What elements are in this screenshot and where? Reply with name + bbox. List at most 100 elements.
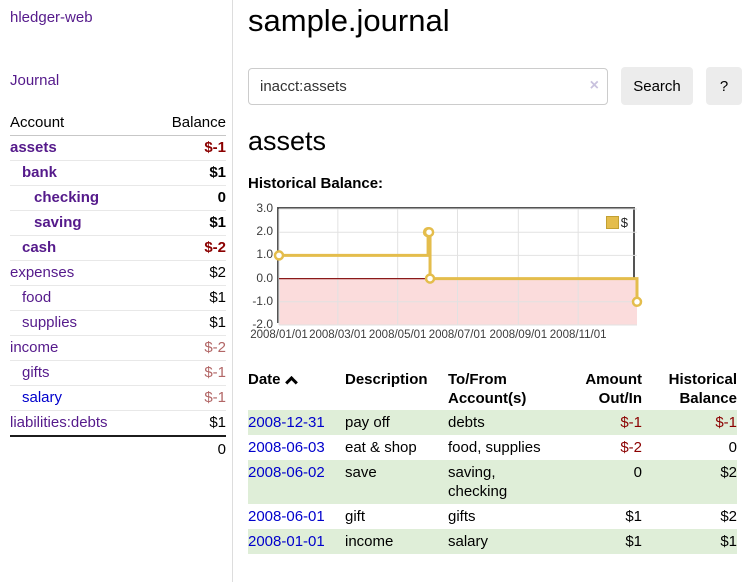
sidebar-item-journal[interactable]: Journal: [10, 72, 60, 89]
accounts-table-header: Account Balance: [10, 112, 226, 136]
clear-search-icon[interactable]: ×: [589, 76, 599, 94]
y-axis-tick-label: -2.0: [252, 317, 273, 331]
account-balance: $-1: [204, 139, 226, 156]
account-balance: 0: [217, 189, 226, 206]
transaction-description: gift: [345, 508, 366, 525]
y-axis-tick-label: 1.0: [256, 247, 273, 262]
account-link[interactable]: salary: [22, 389, 63, 406]
account-row: saving $1: [10, 210, 226, 236]
search-input[interactable]: [248, 67, 608, 105]
account-link[interactable]: liabilities:debts: [10, 414, 108, 431]
account-link[interactable]: food: [22, 289, 52, 306]
account-balance: $2: [209, 264, 226, 281]
account-link[interactable]: bank: [22, 164, 58, 181]
account-balance: $-2: [204, 339, 226, 356]
transaction-row: 2008-06-02 save saving, checking 0 $2: [248, 460, 737, 504]
transaction-accounts: saving, checking: [448, 460, 565, 504]
x-axis-tick-label: 2008/09/01: [489, 329, 548, 341]
transaction-balance: $2: [720, 508, 737, 525]
sidebar: hledger-web Journal Account Balance asse…: [0, 0, 233, 582]
transaction-amount: 0: [565, 460, 642, 504]
transaction-amount: $1: [565, 529, 642, 554]
account-row: food $1: [10, 285, 226, 311]
transaction-row: 2008-06-01 gift gifts $1 $2: [248, 504, 737, 529]
account-link[interactable]: gifts: [22, 364, 50, 381]
transaction-date-link[interactable]: 2008-06-03: [248, 439, 325, 456]
accounts-table-body: assets $-1 bank $1 checking 0 saving $1 …: [10, 135, 226, 462]
transaction-accounts: food, supplies: [448, 439, 541, 456]
accounts-column-header: Account: [10, 112, 149, 136]
help-button[interactable]: ?: [706, 67, 742, 105]
account-link[interactable]: income: [10, 339, 59, 356]
transaction-balance: $2: [642, 460, 737, 504]
accounts-table: Account Balance assets $-1 bank $1 check…: [10, 112, 226, 462]
transaction-amount: $1: [625, 508, 642, 525]
account-link[interactable]: supplies: [22, 314, 78, 331]
account-balance: $-1: [204, 364, 226, 381]
transaction-date-link[interactable]: 2008-12-31: [248, 414, 325, 431]
transaction-amount: $-2: [620, 439, 642, 456]
transactions-table-body: 2008-12-31 pay off debts $-1 $-1 2008-06…: [248, 410, 737, 554]
account-balance: $-1: [204, 389, 226, 406]
accounts-total-row: 0: [10, 435, 226, 462]
account-heading: assets: [248, 126, 327, 156]
account-balance: $-2: [204, 239, 226, 256]
account-link[interactable]: cash: [22, 239, 57, 256]
transaction-description: income: [345, 529, 448, 554]
x-axis-tick-label: 2008/03/01: [309, 329, 367, 341]
amount-column-header: Amount Out/In: [585, 371, 642, 407]
account-row: liabilities:debts $1: [10, 410, 226, 437]
x-axis-tick-label: 2008/01/01: [250, 329, 308, 341]
x-axis-tick-label: 2008/05/01: [368, 329, 427, 341]
chart-legend: $: [603, 214, 630, 231]
transaction-date-link[interactable]: 2008-01-01: [248, 533, 325, 550]
transaction-date-link[interactable]: 2008-06-01: [248, 508, 325, 525]
search-button[interactable]: Search: [621, 67, 693, 105]
account-balance: $1: [209, 414, 226, 431]
legend-label: $: [620, 215, 628, 230]
accounts-total: 0: [217, 441, 226, 458]
y-axis-tick-label: 3.0: [256, 201, 273, 215]
account-link[interactable]: checking: [34, 189, 100, 206]
transactions-header-row: Date Description To/From Account(s) Amou…: [248, 368, 737, 410]
transaction-balance: $-1: [642, 410, 737, 435]
account-balance: $1: [209, 164, 226, 181]
accounts-column-header: To/From Account(s): [448, 371, 527, 407]
historical-balance-chart: $ 3.0 2.0 1.0 0.0 -1.0 -2.0 2008/01/01 2008/03/…: [248, 200, 742, 347]
transaction-balance: $1: [642, 529, 737, 554]
chart-plot-area: $ 3.0 2.0 1.0 0.0 -1.0 -2.0 2008/01/01 2008/03/…: [250, 201, 643, 341]
balance-column-header: Balance: [148, 112, 226, 136]
account-row: assets $-1: [10, 135, 226, 161]
description-column-header: Description: [345, 371, 428, 388]
y-axis-tick-label: 0.0: [256, 270, 273, 285]
x-axis-tick-label: 2008/11/01: [549, 329, 607, 341]
transaction-accounts: debts: [448, 410, 565, 435]
account-row: cash $-2: [10, 235, 226, 261]
transaction-row: 2008-01-01 income salary $1 $1: [248, 529, 737, 554]
page-title: sample.journal: [248, 3, 450, 38]
account-row: supplies $1: [10, 310, 226, 336]
transaction-accounts: salary: [448, 529, 565, 554]
account-row: bank $1: [10, 160, 226, 186]
balance-column-header: Historical Balance: [668, 371, 737, 407]
account-link[interactable]: expenses: [10, 264, 75, 281]
account-link[interactable]: saving: [34, 214, 82, 231]
y-axis-tick-label: 2.0: [256, 224, 273, 239]
account-row: checking 0: [10, 185, 226, 211]
account-row: income $-2: [10, 335, 226, 361]
main-content: sample.journal × Search ? assets Histori…: [233, 0, 742, 554]
transaction-description: eat & shop: [345, 439, 417, 456]
transaction-amount: $-1: [565, 410, 642, 435]
x-axis-tick-label: 2008/07/01: [428, 329, 487, 341]
account-link[interactable]: assets: [10, 139, 57, 156]
app-brand-link[interactable]: hledger-web: [10, 9, 93, 26]
transaction-accounts: gifts: [448, 508, 476, 525]
search-form: × Search ?: [248, 67, 742, 105]
chart-title: Historical Balance:: [248, 175, 384, 192]
transaction-date-link[interactable]: 2008-06-02: [248, 464, 325, 481]
account-balance: $1: [209, 214, 226, 231]
account-balance: $1: [209, 289, 226, 306]
date-column-header[interactable]: Date: [248, 368, 345, 410]
account-balance: $1: [209, 314, 226, 331]
account-row: salary $-1: [10, 385, 226, 411]
